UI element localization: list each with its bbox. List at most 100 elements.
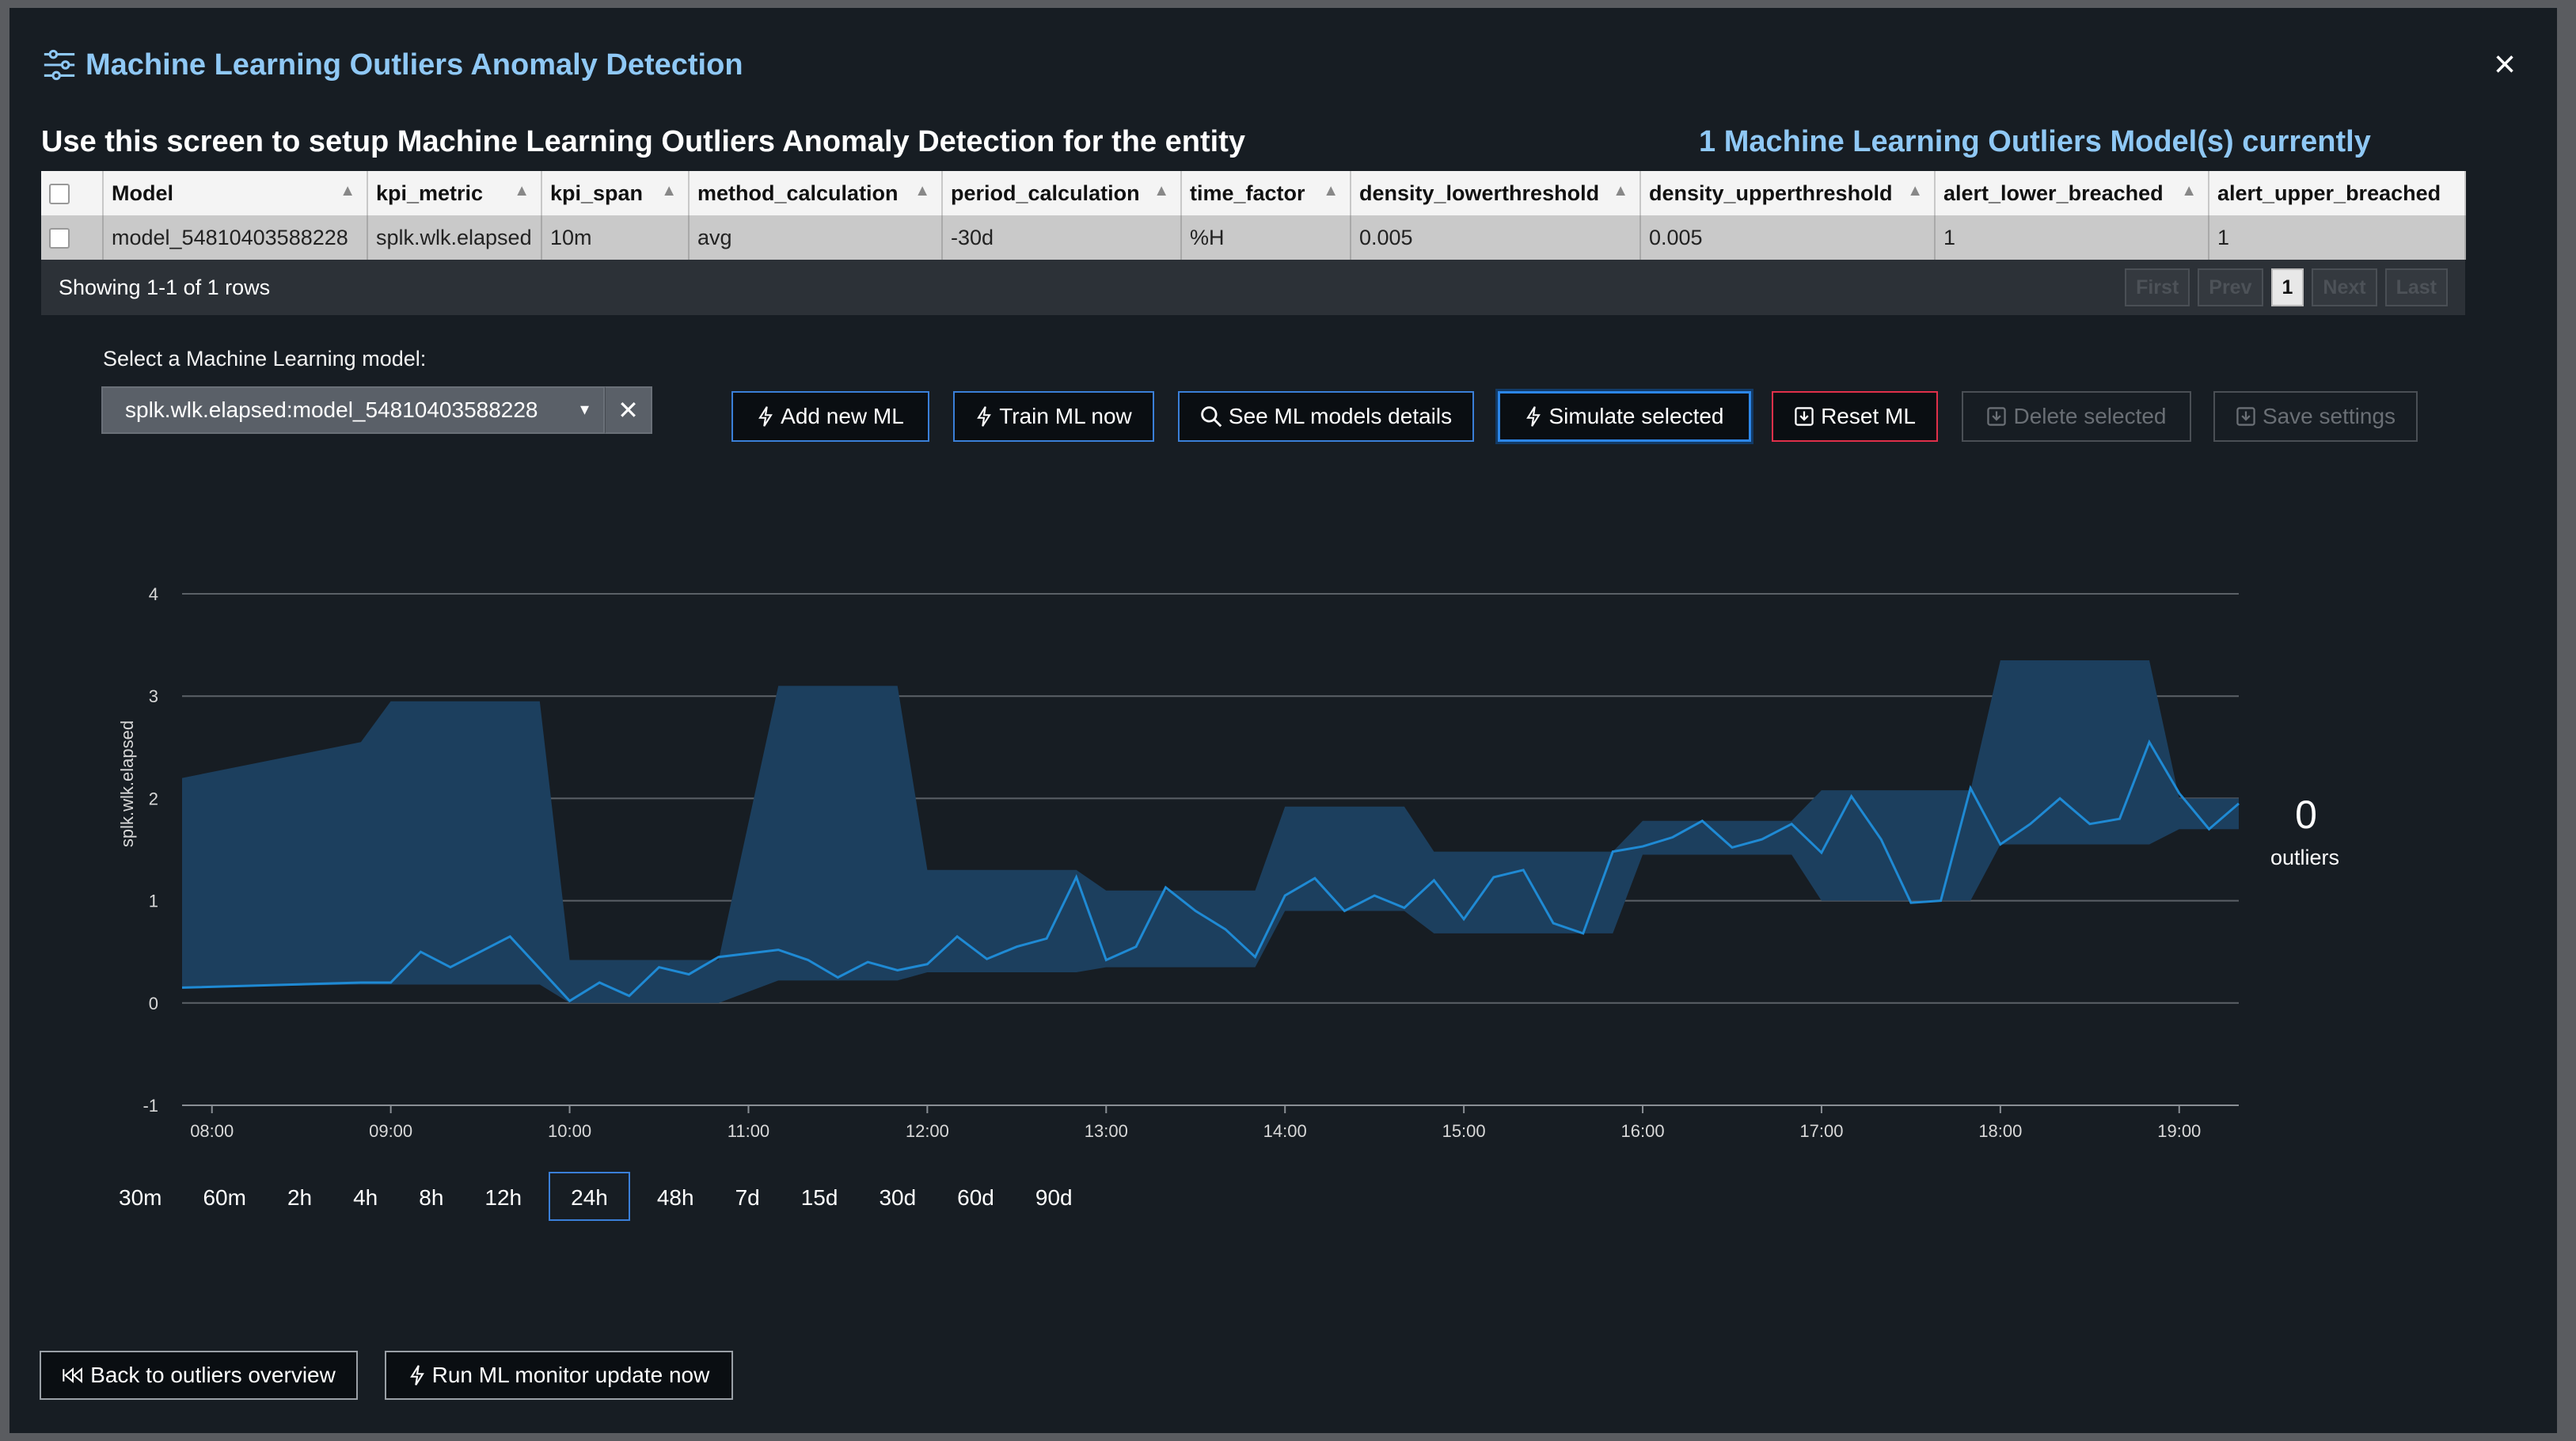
range-7d[interactable]: 7d [735, 1185, 760, 1210]
row-checkbox[interactable] [49, 228, 70, 249]
chart-x-ticks: 08:00 09:00 10:00 11:00 12:00 13:00 14:00 15:00… [190, 1105, 2201, 1141]
range-60m[interactable]: 60m [203, 1185, 246, 1210]
save-settings-label: Save settings [2262, 404, 2396, 428]
pager-prev-button[interactable]: Prev [2198, 268, 2263, 306]
table-cell: -30d [942, 215, 1182, 260]
col-header[interactable]: density_upperthreshold ▲ [1640, 171, 1936, 215]
range-15d[interactable]: 15d [800, 1185, 838, 1210]
bolt-icon [409, 1365, 424, 1386]
table-footer: Showing 1-1 of 1 rows First Prev 1 Next … [41, 260, 2465, 315]
col-header[interactable]: time_factor ▲ [1181, 171, 1351, 215]
delete-selected-label: Delete selected [2013, 404, 2167, 428]
outliers-label: outliers [2270, 846, 2340, 869]
table-row[interactable]: model_54810403588228 splk.wlk.elapsed 10… [41, 215, 2466, 260]
sliders-icon [44, 49, 75, 81]
rows-summary: Showing 1-1 of 1 rows [59, 275, 271, 299]
close-icon[interactable]: × [2493, 44, 2516, 86]
ml-outliers-modal: Machine Learning Outliers Anomaly Detect… [9, 8, 2557, 1433]
range-90d[interactable]: 90d [1035, 1185, 1073, 1210]
sort-icon: ▲ [914, 182, 930, 200]
delete-selected-button[interactable]: Delete selected [1962, 391, 2191, 442]
pager-last-button[interactable]: Last [2384, 268, 2448, 306]
col-header[interactable]: alert_upper_breached [2209, 171, 2466, 215]
bolt-icon [758, 406, 773, 427]
sort-icon: ▲ [661, 182, 677, 200]
col-header[interactable]: kpi_span ▲ [541, 171, 690, 215]
chart-series-line [181, 739, 2240, 1003]
sort-icon: ▲ [1323, 182, 1339, 200]
page-subtitle: Use this screen to setup Machine Learnin… [41, 125, 1246, 158]
range-30m[interactable]: 30m [119, 1185, 162, 1210]
model-select[interactable]: splk.wlk.elapsed:model_54810403588228 ▾ [101, 386, 605, 434]
col-header[interactable]: density_lowerthreshold ▲ [1351, 171, 1641, 215]
pager-page-button[interactable]: 1 [2270, 268, 2304, 306]
modal-title: Machine Learning Outliers Anomaly Detect… [85, 48, 743, 82]
col-header[interactable]: Model ▲ [103, 171, 368, 215]
add-ml-button[interactable]: Add new ML [731, 391, 929, 442]
simulate-selected-label: Simulate selected [1548, 404, 1724, 428]
save-settings-button[interactable]: Save settings [2213, 391, 2418, 442]
x-tick-label: 13:00 [1085, 1121, 1128, 1141]
outliers-count: 0 [2295, 793, 2317, 837]
reset-ml-label: Reset ML [1821, 404, 1916, 428]
table-cell: splk.wlk.elapsed [367, 215, 542, 260]
save-icon [1795, 407, 1814, 426]
x-tick-label: 10:00 [548, 1121, 591, 1141]
sort-icon: ▲ [1153, 182, 1169, 200]
table-cell: 10m [541, 215, 690, 260]
range-30d[interactable]: 30d [879, 1185, 917, 1210]
range-8h[interactable]: 8h [419, 1185, 444, 1210]
ml-details-label: See ML models details [1228, 404, 1453, 428]
col-header[interactable]: period_calculation ▲ [942, 171, 1182, 215]
sort-icon: ▲ [1907, 182, 1923, 200]
range-24h[interactable]: 24h [549, 1172, 630, 1221]
chart-y-ticks: -1 0 1 2 3 4 [142, 584, 158, 1116]
table-cell: model_54810403588228 [103, 215, 368, 260]
y-tick-label: 4 [149, 584, 158, 604]
model-count: 1 Machine Learning Outliers Model(s) cur… [1699, 125, 2371, 158]
clear-select-icon[interactable]: ✕ [605, 386, 652, 434]
modal-header: Machine Learning Outliers Anomaly Detect… [41, 41, 743, 89]
x-tick-label: 17:00 [1799, 1121, 1843, 1141]
save-icon [2236, 407, 2255, 426]
select-all-checkbox[interactable] [49, 184, 70, 205]
reset-ml-button[interactable]: Reset ML [1772, 391, 1938, 442]
run-ml-monitor-label: Run ML monitor update now [431, 1363, 710, 1387]
search-icon [1201, 406, 1222, 428]
range-48h[interactable]: 48h [656, 1185, 694, 1210]
range-4h[interactable]: 4h [353, 1185, 378, 1210]
simulate-selected-button[interactable]: Simulate selected [1498, 391, 1751, 442]
x-tick-label: 19:00 [2157, 1121, 2201, 1141]
range-12h[interactable]: 12h [484, 1185, 522, 1210]
col-header[interactable]: alert_lower_breached ▲ [1935, 171, 2209, 215]
pager: First Prev 1 Next Last [2125, 268, 2448, 306]
table-cell: %H [1181, 215, 1351, 260]
train-ml-button[interactable]: Train ML now [953, 391, 1154, 442]
x-tick-label: 18:00 [1978, 1121, 2022, 1141]
chart-y-label: splk.wlk.elapsed [117, 720, 137, 847]
bolt-icon [977, 406, 992, 427]
select-all-cell [41, 171, 104, 215]
model-select-label: Select a Machine Learning model: [103, 347, 427, 371]
y-tick-label: 3 [149, 686, 158, 706]
table-cell: avg [689, 215, 943, 260]
ml-outliers-chart: -1 0 1 2 3 4 08:00 09:00 10:00 11:00 12:00 13:00 14… [117, 584, 2240, 1141]
range-2h[interactable]: 2h [287, 1185, 313, 1210]
chevron-down-icon[interactable]: ▾ [579, 399, 589, 419]
run-ml-monitor-button[interactable]: Run ML monitor update now [385, 1351, 733, 1400]
y-tick-label: -1 [142, 1096, 158, 1116]
x-tick-label: 09:00 [369, 1121, 412, 1141]
col-header[interactable]: kpi_metric ▲ [367, 171, 542, 215]
pager-first-button[interactable]: First [2125, 268, 2190, 306]
sort-icon: ▲ [514, 182, 530, 200]
range-60d[interactable]: 60d [957, 1185, 994, 1210]
x-tick-label: 08:00 [190, 1121, 234, 1141]
y-tick-label: 2 [149, 789, 158, 808]
pager-next-button[interactable]: Next [2312, 268, 2377, 306]
table-cell: 0.005 [1351, 215, 1641, 260]
ml-details-button[interactable]: See ML models details [1178, 391, 1474, 442]
col-header[interactable]: method_calculation ▲ [689, 171, 943, 215]
table-cell: 0.005 [1640, 215, 1936, 260]
back-to-overview-button[interactable]: Back to outliers overview [40, 1351, 358, 1400]
rewind-icon [63, 1367, 83, 1383]
